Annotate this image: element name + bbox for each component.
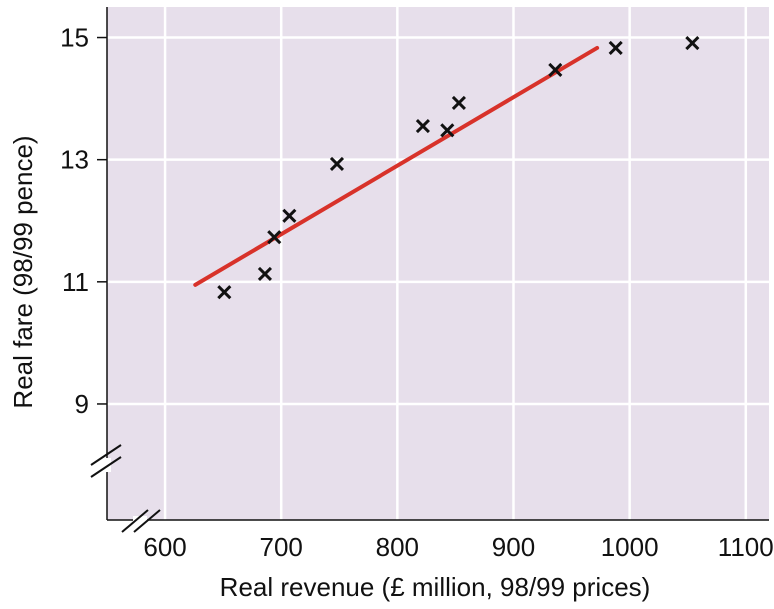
points <box>217 35 700 300</box>
data-point-stroke <box>257 266 273 281</box>
y-tick-label: 11 <box>62 267 89 297</box>
data-point-stroke <box>440 123 455 138</box>
trend-line <box>193 45 600 287</box>
data-point-stroke <box>267 230 282 245</box>
y-axis-break-mark <box>90 444 122 466</box>
y-tick-label: 9 <box>75 389 89 419</box>
x-axis-break-gap <box>133 516 147 524</box>
y-axis-break-gap <box>103 458 111 472</box>
x-tick-label: 600 <box>143 532 186 562</box>
axis-breaks <box>90 444 161 533</box>
x-axis-break-mark <box>133 509 161 533</box>
data-point <box>329 156 345 172</box>
data-point <box>451 95 466 110</box>
plot-area <box>107 7 769 520</box>
data-point-stroke <box>217 285 232 300</box>
x-tick-label: 700 <box>260 532 303 562</box>
grid <box>107 7 769 520</box>
y-axis-break-mark <box>90 456 122 478</box>
x-axis-title: Real revenue (£ million, 98/99 prices) <box>220 572 651 602</box>
data-point <box>415 119 430 134</box>
data-point-stroke <box>685 35 700 51</box>
x-tick-label: 1000 <box>601 532 659 562</box>
data-point <box>257 266 273 281</box>
data-point <box>440 123 455 138</box>
x-tick-label: 1100 <box>718 532 774 562</box>
data-point-stroke <box>282 208 297 223</box>
data-point-stroke <box>608 40 623 55</box>
y-tick-label: 13 <box>60 145 89 175</box>
y-tick-label: 15 <box>60 23 89 53</box>
y-tick-labels: 9 11 13 15 <box>60 23 89 419</box>
data-point <box>685 35 700 51</box>
data-point <box>608 40 623 55</box>
data-point-stroke <box>451 95 466 110</box>
trend-line-group <box>193 45 600 287</box>
data-point <box>282 208 297 223</box>
x-axis-break-mark <box>121 509 149 533</box>
x-tick-label: 900 <box>492 532 535 562</box>
data-point-stroke <box>329 156 345 172</box>
data-point <box>217 285 232 300</box>
x-tick-label: 800 <box>376 532 419 562</box>
data-point <box>548 62 563 77</box>
y-axis-title: Real fare (98/99 pence) <box>8 135 38 408</box>
axes <box>97 7 769 521</box>
data-point-stroke <box>415 119 430 134</box>
x-tick-labels: 600 700 800 900 1000 1100 <box>143 532 773 562</box>
data-point-stroke <box>548 62 563 77</box>
data-point <box>267 230 282 245</box>
